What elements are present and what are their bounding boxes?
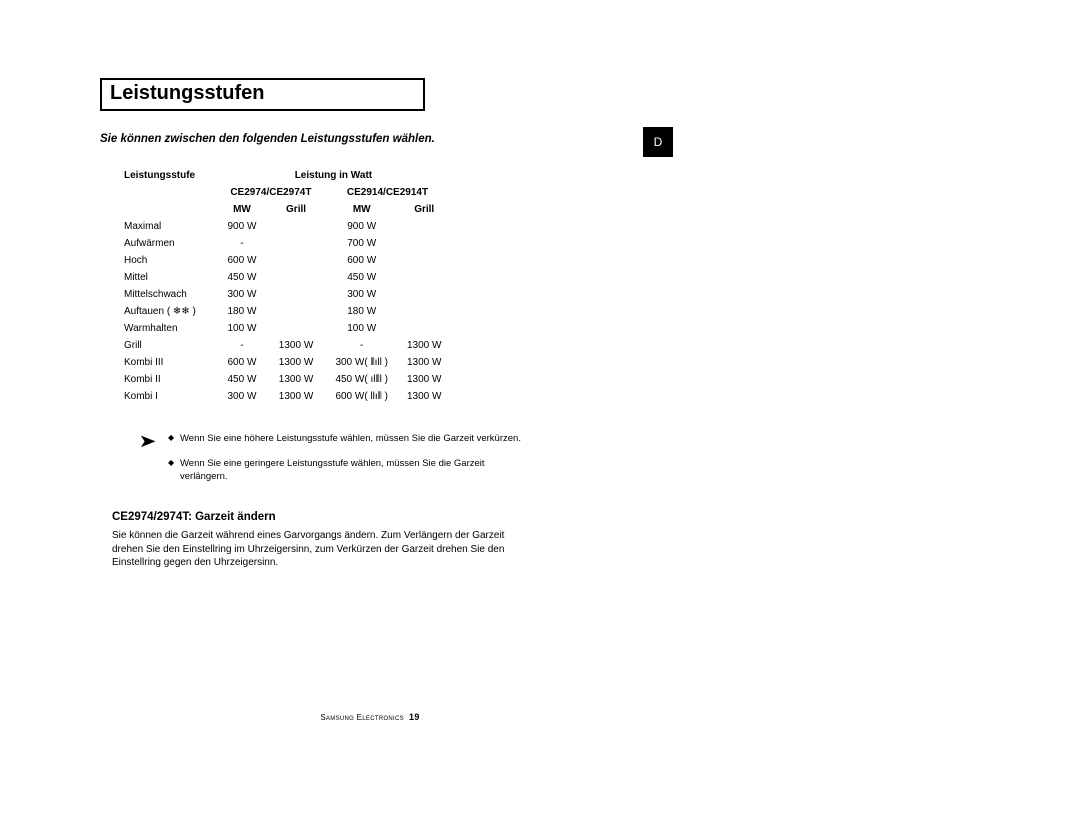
- table-row-m1-g: [267, 218, 325, 235]
- table-row-m2-mw: 900 W: [325, 218, 398, 235]
- table-row-m2-g: [398, 235, 450, 252]
- table-row-m1-g: 1300 W: [267, 371, 325, 388]
- table-row-m1-mw: 300 W: [217, 388, 267, 405]
- page-title-box: Leistungsstufen: [100, 78, 425, 111]
- table-row-m1-mw: -: [217, 235, 267, 252]
- table-row-m1-mw: 180 W: [217, 303, 267, 320]
- table-row-m1-mw: 600 W: [217, 354, 267, 371]
- table-row-m2-g: [398, 218, 450, 235]
- intro-text: Sie können zwischen den folgenden Leistu…: [100, 133, 800, 145]
- note-1: Wenn Sie eine höhere Leistungsstufe wähl…: [168, 433, 530, 446]
- table-row-m1-g: [267, 235, 325, 252]
- footer-page: 19: [409, 712, 420, 722]
- table-row-m2-g: 1300 W: [398, 371, 450, 388]
- table-row-m1-g: 1300 W: [267, 337, 325, 354]
- page-footer: Samsung Electronics 19: [100, 712, 640, 722]
- table-row-m1-g: 1300 W: [267, 354, 325, 371]
- footer-brand: Samsung Electronics: [320, 713, 404, 722]
- table-row-label: Kombi I: [120, 388, 217, 405]
- table-row-m1-mw: 100 W: [217, 320, 267, 337]
- table-row-label: Warmhalten: [120, 320, 217, 337]
- notes-arrow-icon: ➤: [138, 431, 156, 452]
- table-row-m2-g: [398, 269, 450, 286]
- table-row-label: Auftauen ( ❄❄ ): [120, 303, 217, 320]
- th-model2: CE2914/CE2914T: [325, 184, 450, 201]
- table-row-label: Kombi II: [120, 371, 217, 388]
- table-row-label: Kombi III: [120, 354, 217, 371]
- table-row-m2-g: 1300 W: [398, 388, 450, 405]
- table-row-m1-g: 1300 W: [267, 388, 325, 405]
- table-row-m2-mw: 300 W: [325, 286, 398, 303]
- table-row-m2-mw: -: [325, 337, 398, 354]
- section-garzeit-body: Sie können die Garzeit während eines Gar…: [112, 529, 532, 570]
- section-garzeit: CE2974/2974T: Garzeit ändern Sie können …: [112, 511, 532, 570]
- table-row-m2-mw: 600 W( llı⫴ ): [325, 388, 398, 405]
- table-row-label: Grill: [120, 337, 217, 354]
- table-row-m1-mw: 450 W: [217, 269, 267, 286]
- table-row-m1-mw: -: [217, 337, 267, 354]
- table-row-label: Hoch: [120, 252, 217, 269]
- th-power: Leistung in Watt: [217, 167, 450, 184]
- table-row-label: Maximal: [120, 218, 217, 235]
- th-m1-grill: Grill: [267, 201, 325, 218]
- th-m2-grill: Grill: [398, 201, 450, 218]
- table-row-m1-mw: 300 W: [217, 286, 267, 303]
- power-table: Leistungsstufe Leistung in Watt CE2974/C…: [120, 167, 450, 405]
- th-m2-mw: MW: [325, 201, 398, 218]
- table-row-m2-g: [398, 252, 450, 269]
- table-row-m2-mw: 450 W( ıl⫴l ): [325, 371, 398, 388]
- table-row-m1-g: [267, 320, 325, 337]
- table-row-m2-mw: 700 W: [325, 235, 398, 252]
- table-row-m1-g: [267, 252, 325, 269]
- table-row-m2-mw: 180 W: [325, 303, 398, 320]
- table-row-label: Aufwärmen: [120, 235, 217, 252]
- table-row-m2-mw: 450 W: [325, 269, 398, 286]
- side-badge: D: [643, 127, 673, 157]
- table-row-m1-g: [267, 286, 325, 303]
- table-row-m2-g: [398, 286, 450, 303]
- table-row-m2-g: 1300 W: [398, 354, 450, 371]
- th-level: Leistungsstufe: [120, 167, 217, 218]
- notes-block: ➤ Wenn Sie eine höhere Leistungsstufe wä…: [140, 433, 530, 483]
- table-row-m2-g: 1300 W: [398, 337, 450, 354]
- table-row-m1-mw: 450 W: [217, 371, 267, 388]
- table-row-m2-g: [398, 320, 450, 337]
- table-row-m1-mw: 900 W: [217, 218, 267, 235]
- table-row-m1-g: [267, 269, 325, 286]
- table-row-m1-mw: 600 W: [217, 252, 267, 269]
- th-model1: CE2974/CE2974T: [217, 184, 325, 201]
- note-2: Wenn Sie eine geringere Leistungsstufe w…: [168, 458, 530, 484]
- table-row-label: Mittelschwach: [120, 286, 217, 303]
- section-garzeit-heading: CE2974/2974T: Garzeit ändern: [112, 511, 532, 523]
- table-row-m2-mw: 300 W( ⫴ıll ): [325, 354, 398, 371]
- table-row-m2-g: [398, 303, 450, 320]
- page-title: Leistungsstufen: [110, 82, 264, 104]
- th-m1-mw: MW: [217, 201, 267, 218]
- table-row-m1-g: [267, 303, 325, 320]
- table-row-label: Mittel: [120, 269, 217, 286]
- table-row-m2-mw: 100 W: [325, 320, 398, 337]
- table-row-m2-mw: 600 W: [325, 252, 398, 269]
